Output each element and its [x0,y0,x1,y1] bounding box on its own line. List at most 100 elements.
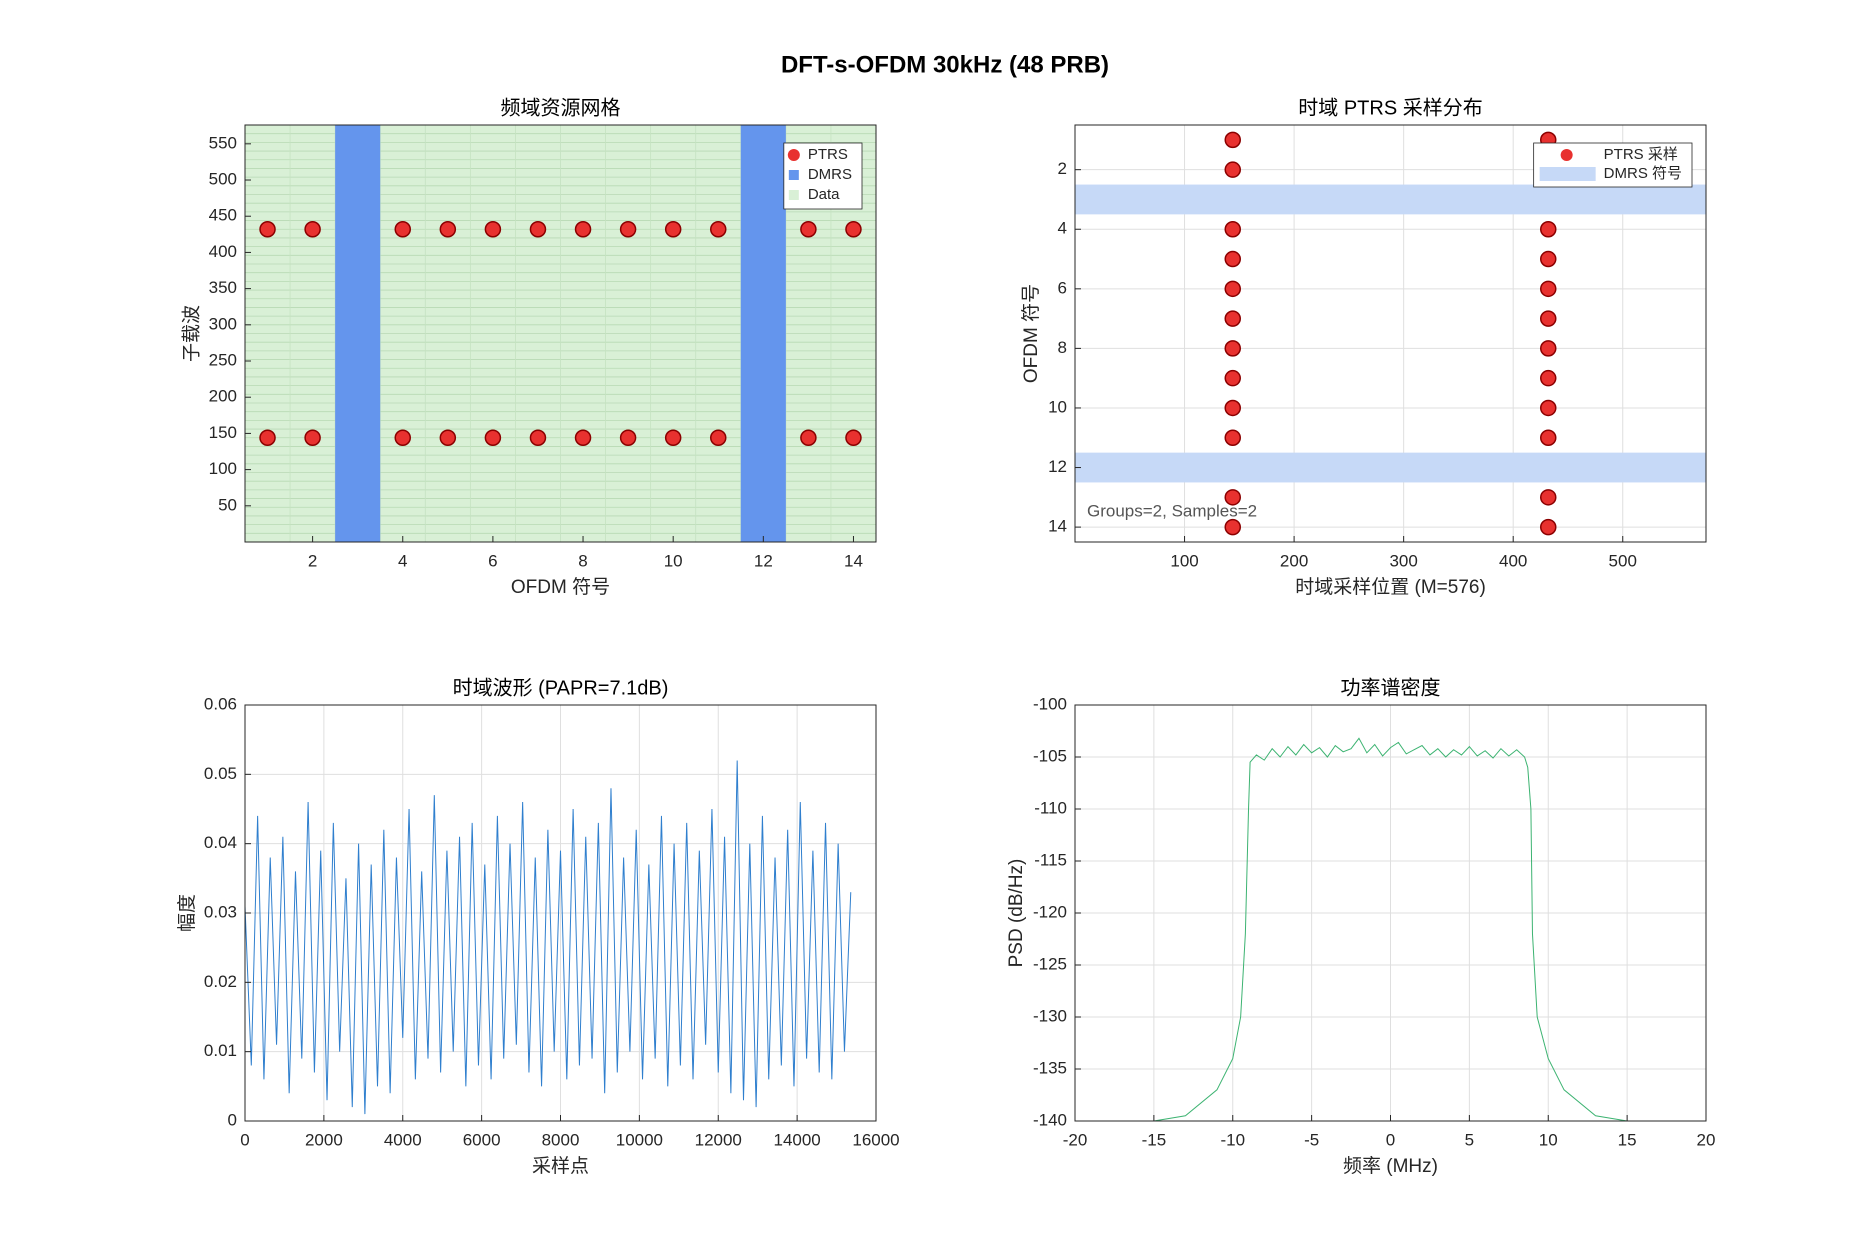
ptrs-point [1224,369,1241,387]
ptrs-point [1224,399,1241,417]
y-tick-label: 8 [1058,338,1067,357]
ptrs-point [1224,280,1241,298]
axes-frame [1074,124,1707,543]
plot-area [1153,737,1628,1121]
ptrs-point [529,221,547,238]
subplot: 100 200 300 400 500 2 4 6 8 10 12 14 时域 PTRS 采样分布时域采… [1020,96,1707,598]
ptrs-point [394,429,411,446]
y-tick-label: 200 [209,387,237,406]
y-tick-label: 4 [1058,219,1067,238]
subplot-title: 时域 PTRS 采样分布 [1298,96,1482,119]
subplot: -20 -15 -10 -5 0 5 10 15 20 -140 -135 -130 -125 -120 -… [1006,676,1715,1177]
x-tick-label: 8000 [542,1130,580,1149]
y-axis-label: PSD (dB/Hz) [1006,859,1027,968]
x-tick-label: 400 [1499,551,1527,570]
ptrs-point [619,429,637,446]
legend-marker [1539,167,1596,181]
ptrs-point [574,221,592,238]
ptrs-point [710,221,727,238]
ptrs-point [800,221,817,238]
y-tick-label: 0.04 [204,833,237,852]
ptrs-point [1224,340,1241,357]
ptrs-point [304,221,321,238]
ptrs-point [1224,250,1241,268]
subplot: 2 4 6 8 10 12 14 50 100 150 200 250 300 350 400 450 500 5… [181,96,877,598]
x-tick-label: 5 [1465,1130,1474,1149]
y-tick-label: 550 [209,133,237,152]
x-tick-label: 0 [1386,1130,1395,1149]
legend-marker [788,190,799,200]
ptrs-point [1540,280,1557,298]
x-axis-label: 频率 (MHz) [1343,1155,1438,1177]
ptrs-point [1540,399,1557,417]
x-tick-label: -5 [1304,1130,1319,1149]
x-tick-label: -10 [1220,1130,1245,1149]
x-tick-label: 6 [488,551,497,570]
x-tick-label: 8 [578,551,587,570]
annotation: Groups=2, Samples=2 [1087,501,1257,520]
y-axis-label: 幅度 [176,894,198,932]
x-tick-label: 200 [1280,551,1308,570]
y-tick-label: 50 [218,495,237,514]
y-tick-label: 12 [1048,457,1067,476]
x-tick-label: 6000 [463,1130,501,1149]
subplot: 0 2000 4000 6000 8000 10000 12000 14000 16000 0 0.… [176,676,900,1177]
dmrs-row [1075,452,1706,483]
line [245,760,852,1115]
x-tick-label: 12 [754,551,773,570]
ptrs-point [304,429,321,446]
ptrs-point [439,429,457,446]
dmrs-column [740,125,786,542]
plot-area [259,125,862,542]
plot-area [1075,131,1706,536]
legend-label: PTRS 采样 [1604,146,1678,163]
y-tick-label: 0 [228,1110,237,1129]
ptrs-point [1540,489,1557,506]
x-tick-label: 12000 [695,1130,742,1149]
ptrs-point [1540,310,1557,327]
y-tick-label: 14 [1048,517,1067,536]
figure-title: DFT-s-OFDM 30kHz (48 PRB) [781,51,1109,78]
y-tick-label: 0.06 [204,694,237,713]
y-tick-label: 450 [209,206,237,225]
y-tick-label: 150 [209,423,237,442]
x-tick-label: -15 [1142,1130,1167,1149]
ptrs-point [1224,518,1241,536]
ptrs-point [1540,429,1557,446]
x-tick-label: 10000 [616,1130,663,1149]
ptrs-point [1540,250,1557,268]
x-tick-label: 300 [1389,551,1417,570]
x-axis-label: 时域采样位置 (M=576) [1295,576,1486,598]
legend-label: Data [808,186,840,203]
legend: PTRS 采样 DMRS 符号 [1533,142,1693,188]
x-tick-label: 14000 [773,1130,820,1149]
ptrs-point [1540,340,1557,357]
axes-frame [244,124,877,543]
y-tick-label: 350 [209,278,237,297]
x-tick-label: 2 [308,551,317,570]
x-tick-label: 20 [1697,1130,1716,1149]
x-tick-label: 15 [1618,1130,1637,1149]
ptrs-point [529,429,547,446]
subplot-title: 频域资源网格 [501,96,621,119]
ptrs-point [259,221,276,238]
ptrs-point [574,429,592,446]
x-tick-label: 4000 [384,1130,422,1149]
legend: PTRS DMRS Data [783,142,863,210]
y-tick-label: -130 [1033,1006,1067,1025]
plot-area [245,760,852,1115]
x-tick-label: 4 [398,551,407,570]
y-tick-label: 500 [209,170,237,189]
legend-marker [788,170,799,180]
x-tick-label: 500 [1609,551,1637,570]
ptrs-point [845,429,862,446]
x-tick-label: 14 [844,551,863,570]
ptrs-point [1224,161,1241,178]
y-tick-label: 300 [209,314,237,333]
y-tick-label: 0.03 [204,902,237,921]
ptrs-point [1224,429,1241,446]
ptrs-point [1540,369,1557,387]
line [1153,737,1628,1121]
